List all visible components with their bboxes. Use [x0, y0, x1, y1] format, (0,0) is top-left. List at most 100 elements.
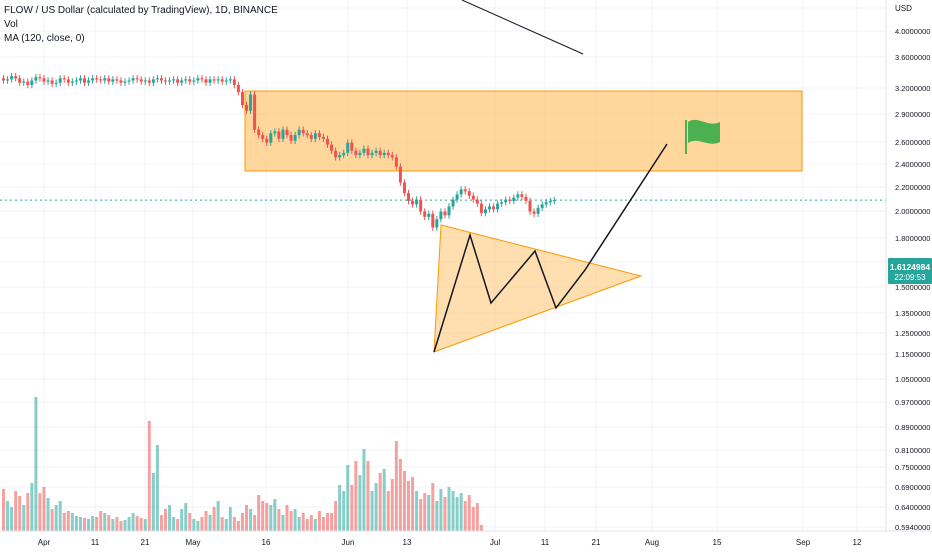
- price-axis-label: 0.7500000: [895, 463, 930, 472]
- candle-body: [548, 200, 552, 203]
- candle-body: [321, 136, 325, 139]
- candle-body: [483, 209, 487, 214]
- candle-body: [192, 80, 196, 82]
- candle-body: [139, 79, 143, 82]
- volume-bar: [135, 516, 139, 531]
- candle-body: [305, 133, 309, 136]
- candle-body: [30, 80, 34, 85]
- candle-body: [467, 191, 471, 196]
- volume-bar: [366, 461, 370, 531]
- candle-body: [382, 152, 386, 156]
- candle-body: [423, 211, 427, 217]
- volume-bar: [143, 519, 147, 531]
- volume-bar: [14, 491, 18, 531]
- volume-bar: [261, 501, 265, 531]
- volume-bar: [415, 491, 419, 531]
- candle-body: [338, 155, 342, 158]
- candle-body: [309, 135, 313, 139]
- candle-body: [273, 131, 277, 134]
- volume-bar: [309, 515, 313, 531]
- candle-body: [115, 79, 119, 81]
- candle-body: [508, 199, 512, 201]
- candle-body: [504, 199, 508, 203]
- volume-bar: [66, 511, 70, 531]
- volume-bar: [326, 513, 329, 531]
- time-axis-label: Apr: [38, 538, 51, 547]
- candle-body: [127, 80, 131, 82]
- volume-bar: [6, 501, 10, 531]
- volume-bar: [431, 483, 435, 531]
- volume-bar: [103, 513, 107, 531]
- volume-bar: [285, 505, 289, 531]
- candle-body: [390, 155, 394, 158]
- candle-body: [277, 131, 281, 139]
- candle-body: [14, 76, 18, 79]
- candle-body: [342, 152, 346, 156]
- candle-body: [366, 148, 370, 156]
- volume-bar: [411, 477, 415, 531]
- volume-bar: [350, 485, 354, 531]
- candle-body: [180, 80, 184, 83]
- candle-body: [216, 79, 220, 81]
- time-axis-label: 12: [853, 538, 862, 547]
- price-axis-label: 2.9000000: [895, 110, 930, 119]
- volume-bar: [297, 517, 301, 531]
- candle-body: [54, 82, 58, 84]
- candle-body: [500, 202, 504, 204]
- candle-body: [524, 196, 528, 201]
- volume-bar: [382, 469, 386, 531]
- price-axis-label: 1.3500000: [895, 309, 930, 318]
- candle-body: [407, 193, 410, 201]
- candle-body: [374, 150, 378, 153]
- volume-bar: [46, 498, 50, 531]
- volume-bar: [423, 493, 427, 531]
- price-axis-label: 1.2500000: [895, 329, 930, 338]
- candle-body: [358, 152, 362, 156]
- volume-bar: [471, 507, 475, 531]
- candle-body: [220, 79, 224, 82]
- volume-bar: [402, 471, 406, 531]
- volume-bar: [301, 513, 305, 531]
- price-axis-label: 3.6000000: [895, 53, 930, 62]
- volume-bar: [378, 473, 382, 531]
- volume-bar: [147, 421, 151, 531]
- candle-body: [131, 78, 135, 81]
- candle-body: [435, 219, 439, 228]
- price-axis-label: 2.2000000: [895, 183, 930, 192]
- volume-bar: [83, 518, 86, 531]
- candle-body: [111, 79, 115, 82]
- price-axis-label: 0.6400000: [895, 503, 930, 512]
- volume-bar: [273, 499, 277, 531]
- candle-body: [83, 78, 86, 83]
- candle-body: [10, 76, 14, 80]
- candle-body: [50, 80, 54, 84]
- volume-bar: [220, 517, 224, 531]
- price-axis-label: 0.9700000: [895, 398, 930, 407]
- candle-body: [411, 200, 415, 205]
- candle-body: [544, 202, 548, 205]
- candle-body: [172, 79, 176, 81]
- volume-bar: [50, 509, 54, 531]
- volume-bar: [407, 481, 410, 531]
- candle-body: [439, 211, 443, 220]
- candle-body: [249, 94, 253, 111]
- candle-body: [95, 78, 99, 80]
- candle-body: [378, 150, 382, 156]
- volume-bar: [107, 515, 111, 531]
- candle-body: [232, 79, 236, 85]
- candle-body: [512, 197, 516, 201]
- volume-bar: [394, 441, 398, 531]
- volume-bar: [346, 465, 350, 531]
- candle-body: [532, 211, 536, 214]
- volume-bar: [370, 491, 374, 531]
- candle-body: [451, 199, 455, 207]
- candle-body: [415, 199, 419, 205]
- volume-bar: [253, 515, 257, 531]
- volume-bar: [447, 487, 451, 531]
- volume-bar: [236, 521, 240, 531]
- candle-body: [176, 79, 180, 83]
- volume-bar: [435, 501, 439, 531]
- candle-body: [91, 78, 95, 81]
